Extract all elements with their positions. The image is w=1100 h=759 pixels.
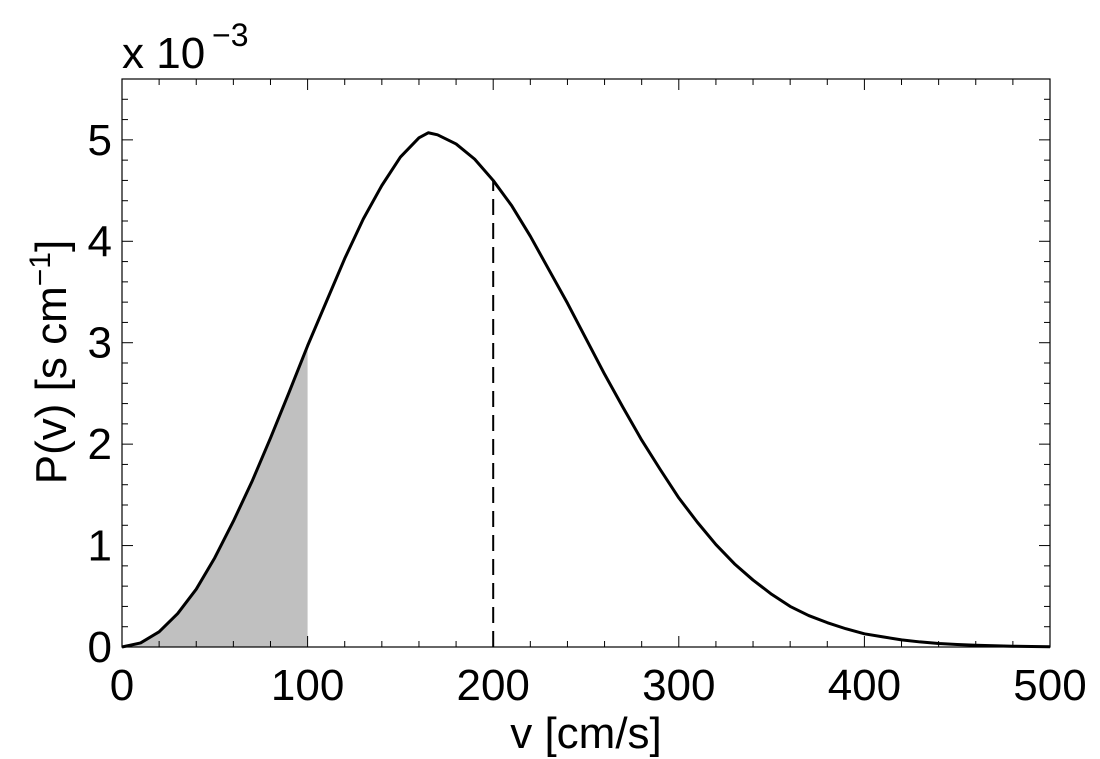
x-tick-label: 200 xyxy=(456,661,529,710)
y-axis-label-main: P(v) [s cm xyxy=(27,286,76,484)
plot-layer: 0 100 200 300 400 500 0 1 2 3 4 5 xyxy=(88,78,1087,710)
y-tick-label: 2 xyxy=(88,420,112,469)
y-tick-label: 4 xyxy=(88,217,112,266)
y-tick-label: 1 xyxy=(88,522,112,571)
y-tick-label: 3 xyxy=(88,319,112,368)
y-axis-label-close: ] xyxy=(27,240,76,252)
y-tick-label: 0 xyxy=(88,623,112,672)
x-tick-label: 100 xyxy=(271,661,344,710)
y-axis-label: P(v) [s cm−1] xyxy=(24,240,76,484)
y-multiplier-base: x 10 xyxy=(122,29,205,78)
y-tick-label: 5 xyxy=(88,116,112,165)
shaded-region xyxy=(122,345,308,647)
x-tick-label: 0 xyxy=(110,661,134,710)
x-tick-label: 400 xyxy=(828,661,901,710)
y-multiplier-exponent: −3 xyxy=(212,17,248,53)
x-tick-label: 300 xyxy=(642,661,715,710)
distribution-curve xyxy=(121,131,1051,649)
x-tick-label: 500 xyxy=(1013,661,1086,710)
y-axis-label-superscript: −1 xyxy=(24,252,57,286)
svg-text:P(v) [s cm−1]: P(v) [s cm−1] xyxy=(24,240,76,484)
x-axis-label: v [cm/s] xyxy=(510,709,662,758)
